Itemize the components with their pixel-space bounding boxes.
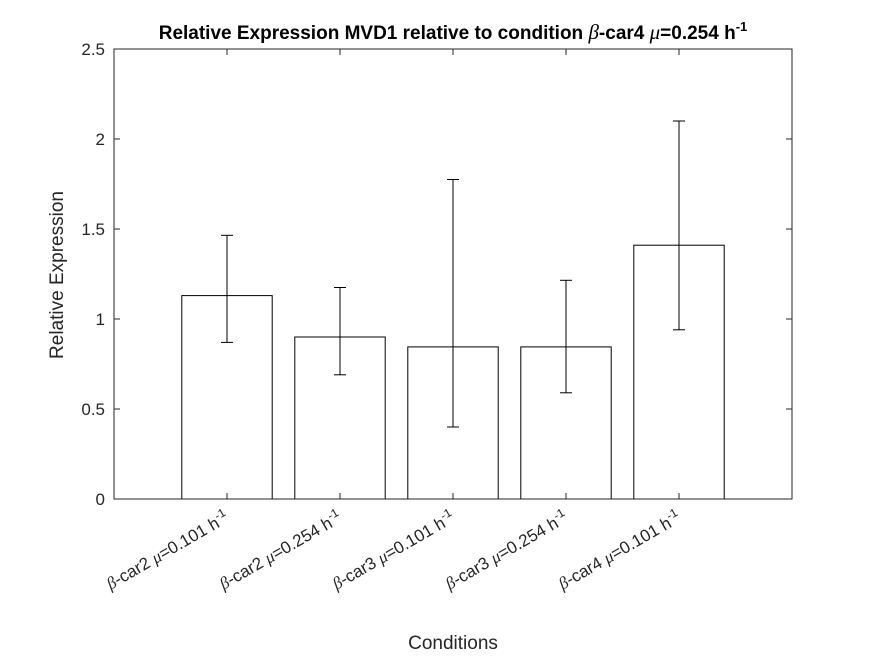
chart-title: Relative Expression MVD1 relative to con… [159,19,748,44]
error-bar-1 [221,234,233,343]
title-prefix: Relative Expression MVD1 relative to con… [159,23,589,44]
x-tick-label: β-car3 μ=0.254 h-1 [440,505,571,594]
x-tick-label-rate: =0.101 h [382,513,449,563]
y-axis-ticks: 0 0.5 1 1.5 2 2.5 [81,40,792,509]
x-tick-label-rate: =0.101 h [608,513,675,563]
y-tick-label: 0 [96,490,105,509]
y-tick-label: 2.5 [81,40,105,59]
title-superscript: -1 [736,19,748,34]
error-bar-2 [334,287,346,376]
y-axis-label: Relative Expression [47,191,68,359]
error-bars [221,120,685,428]
title-after-mu: =0.254 h [660,23,736,44]
title-after-beta: -car4 [599,23,650,44]
x-tick-label: β-car3 μ=0.101 h-1 [327,505,458,594]
y-tick-label: 0.5 [81,400,105,419]
x-tick-label: β-car4 μ=0.101 h-1 [553,505,684,594]
x-tick-label-rate: =0.254 h [495,513,562,563]
x-tick-label-rate: =0.101 h [156,513,223,563]
bars [181,244,725,500]
error-bar-5 [673,120,685,331]
x-tick-label-rate: =0.254 h [269,513,336,563]
x-axis-label: Conditions [408,633,498,654]
x-tick-label: β-car2 μ=0.254 h-1 [214,505,345,594]
title-beta: β [587,20,599,44]
error-bar-3 [447,179,459,428]
y-tick-label: 1 [96,310,105,329]
y-tick-label: 2 [96,130,105,149]
x-tick-label: β-car2 μ=0.101 h-1 [101,505,232,594]
error-bar-4 [560,279,572,394]
title-mu: μ [649,20,661,44]
y-tick-label: 1.5 [81,220,105,239]
